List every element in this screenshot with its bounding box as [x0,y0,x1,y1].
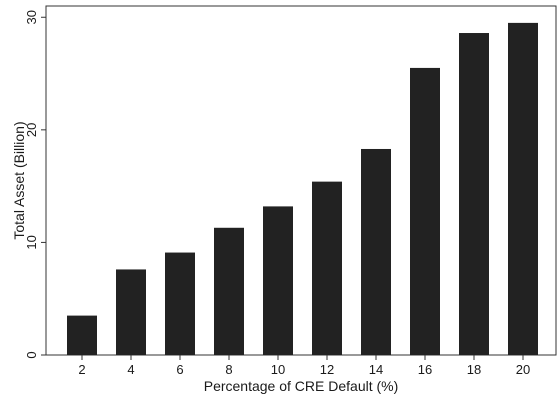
y-tick-label-10: 10 [24,235,39,249]
x-tick-label-16: 16 [418,362,432,377]
y-tick-label-30: 30 [24,10,39,24]
x-tick-label-12: 12 [320,362,334,377]
x-axis: 2 4 6 8 10 12 14 16 18 20 [78,355,530,377]
x-tick-label-10: 10 [271,362,285,377]
x-axis-label: Percentage of CRE Default (%) [204,378,399,394]
bars [67,22,538,356]
x-tick-label-2: 2 [78,362,85,377]
plot-frame [45,5,557,356]
x-tick-label-6: 6 [176,362,183,377]
bar-8 [214,227,244,355]
bar-20 [508,22,538,356]
bar-4 [116,269,146,355]
y-axis: 0 10 20 30 [24,10,46,359]
bar-2 [67,315,97,355]
bar-14 [361,148,391,355]
y-tick-label-0: 0 [24,351,39,358]
plot-border [45,5,557,356]
x-tick-label-4: 4 [127,362,134,377]
x-tick-label-20: 20 [516,362,530,377]
x-tick-label-14: 14 [369,362,383,377]
bar-18 [459,33,489,356]
bar-16 [410,67,440,355]
x-tick-label-8: 8 [225,362,232,377]
y-axis-label: Total Asset (Billion) [11,121,27,239]
y-tick-label-20: 20 [24,123,39,137]
bar-12 [312,181,342,355]
x-tick-label-18: 18 [467,362,481,377]
bar-6 [165,252,195,355]
bar-10 [263,206,293,355]
